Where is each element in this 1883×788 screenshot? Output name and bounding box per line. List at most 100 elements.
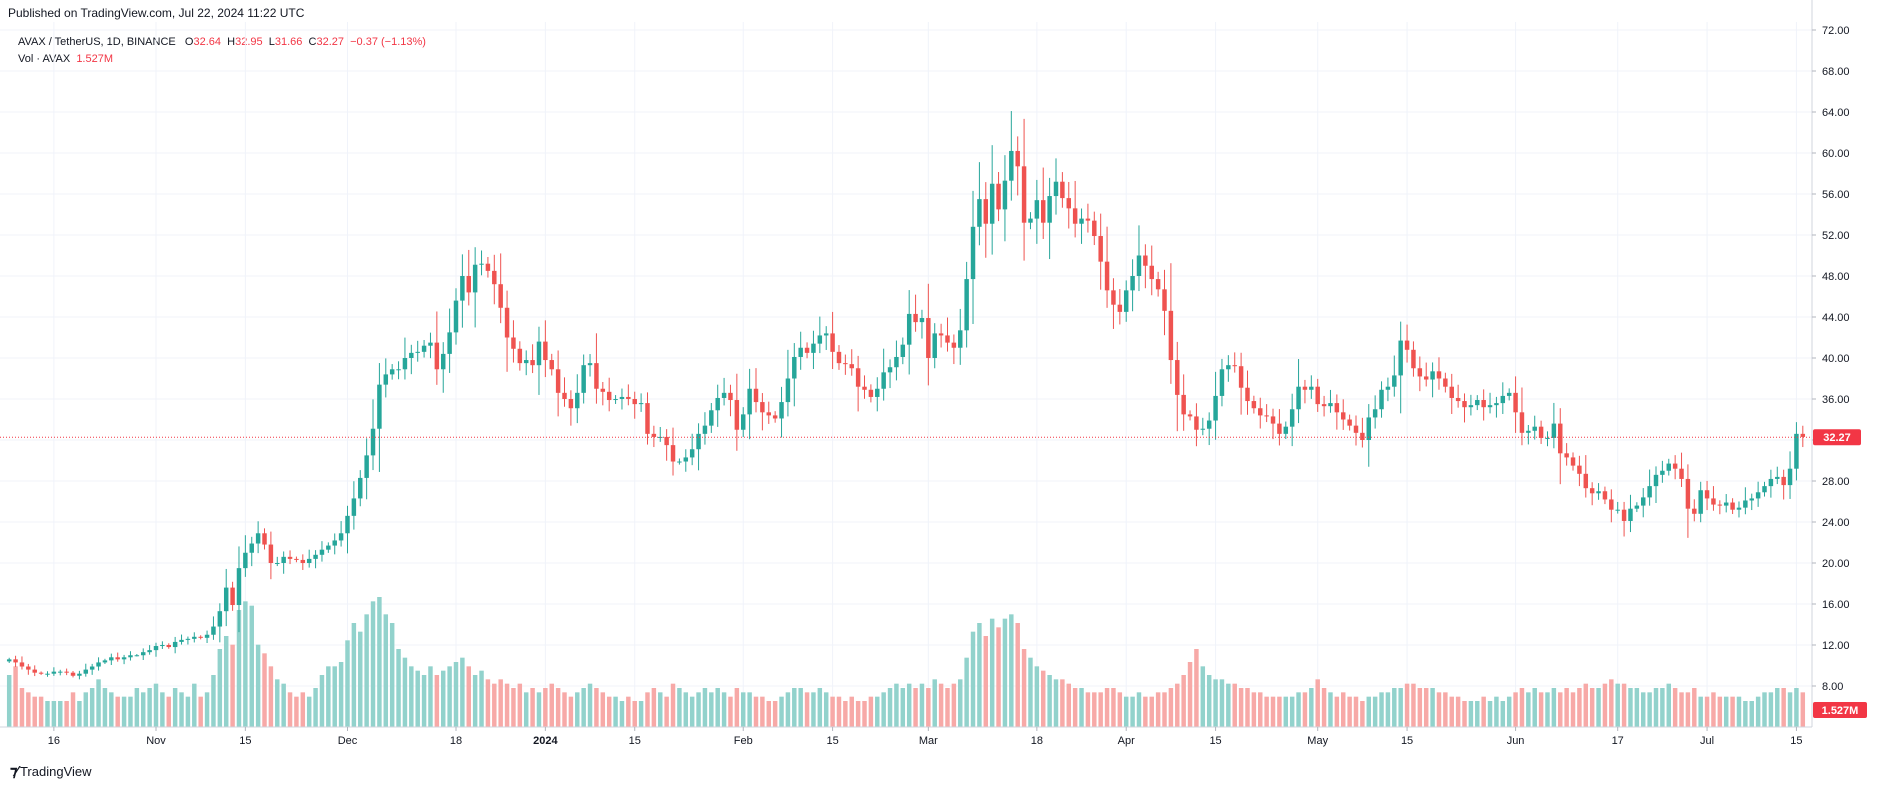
volume-bar [64, 701, 69, 727]
candle [792, 343, 797, 407]
volume-bar [1309, 688, 1314, 727]
candle [887, 359, 893, 389]
volume-bar [823, 692, 829, 727]
volume-bar [1347, 696, 1352, 727]
candle [351, 481, 357, 530]
candle [121, 654, 127, 665]
candle [555, 350, 561, 417]
candle [141, 648, 146, 660]
volume-bar [696, 692, 701, 727]
candle [619, 388, 625, 410]
time-tick-label: 15 [629, 735, 641, 747]
candle [326, 542, 331, 553]
footer-brand: TradingView [19, 763, 92, 779]
volume-bar [58, 701, 63, 727]
candle [1309, 375, 1314, 399]
volume-bar [1315, 679, 1320, 727]
candle [377, 363, 382, 472]
candle [1698, 481, 1703, 523]
volume-bar [766, 701, 771, 727]
candle [1762, 481, 1767, 497]
price-chart[interactable]: 72.00 68.00 64.00 60.00 56.00 52.00 48.00 44.00… [0, 0, 1883, 755]
price-tick-label: 8.00 [1822, 681, 1843, 693]
price-tick-label: 44.00 [1822, 312, 1850, 324]
volume-bar [1366, 696, 1371, 727]
candle [875, 377, 880, 412]
candle [1800, 425, 1806, 448]
price-tick-label: 12.00 [1822, 640, 1850, 652]
volume-bar [887, 688, 893, 727]
candle [1392, 355, 1397, 397]
volume-bar [1577, 688, 1582, 727]
volume-bar [1149, 696, 1154, 727]
volume-bar [377, 597, 382, 727]
candle [1238, 352, 1244, 415]
volume-bar [345, 640, 350, 727]
volume-bar [683, 692, 689, 727]
volume-bar [1264, 696, 1269, 727]
candle [1455, 384, 1461, 408]
volume-bar [1628, 688, 1633, 727]
price-tick-label: 16.00 [1822, 599, 1850, 611]
candle [543, 320, 548, 378]
candle [836, 345, 842, 370]
volume-bar [1436, 692, 1442, 727]
candle [1628, 494, 1633, 533]
candle [1494, 396, 1499, 418]
volume-bar [747, 692, 752, 727]
volume-bar [970, 631, 976, 727]
time-tick-label: 16 [48, 735, 60, 747]
volume-bar [1487, 701, 1493, 727]
candle [1372, 395, 1378, 429]
candle [868, 384, 874, 403]
candle [1500, 382, 1506, 414]
volume-bar [1392, 688, 1397, 727]
candle [1366, 404, 1371, 467]
candle [747, 368, 752, 440]
candle [989, 145, 995, 255]
candle [83, 663, 89, 677]
candle [1277, 409, 1282, 446]
open-value: 32.64 [193, 36, 221, 48]
price-tick-label: 20.00 [1822, 558, 1850, 570]
volume-bar [1781, 688, 1786, 727]
volume-bar [1449, 696, 1454, 727]
volume-bar [1641, 692, 1646, 727]
volume-bar [460, 657, 465, 727]
volume-bar [421, 675, 427, 727]
candle [1021, 118, 1027, 261]
candle [1206, 412, 1212, 446]
candle [275, 556, 280, 567]
candle [1717, 500, 1723, 515]
candle [855, 355, 861, 412]
candle [1749, 493, 1754, 511]
volume-bar [1353, 696, 1359, 727]
candle [396, 361, 401, 380]
time-axis[interactable]: 16 Nov 15 Dec 18 2024 15 Feb 15 Mar 18 Apr 15 May 15 Ju… [0, 726, 1883, 747]
candle [536, 326, 542, 395]
volume-bar [709, 692, 714, 727]
volume-bar [147, 688, 152, 727]
volume-bar [1111, 688, 1116, 727]
volume-bar [606, 696, 612, 727]
candle [1589, 482, 1595, 506]
volume-bar [760, 696, 765, 727]
volume-bar [13, 666, 18, 727]
volume-bar [951, 683, 957, 727]
volume-bar [1602, 683, 1608, 727]
volume-bar [1041, 670, 1046, 727]
volume-bar [619, 701, 625, 727]
price-axis[interactable]: 72.00 68.00 64.00 60.00 56.00 52.00 48.00 44.00… [1811, 0, 1850, 727]
open-key: O [184, 36, 194, 48]
tradingview-footer[interactable]: ⁊⁄ TradingView [10, 762, 92, 780]
volume-legend-row: Vol · AVAX 1.527M [18, 51, 426, 68]
candle [89, 663, 95, 675]
candle [1423, 362, 1429, 387]
candle [1034, 179, 1040, 244]
candle [32, 665, 37, 677]
time-tick-label: 15 [1209, 735, 1221, 747]
volume-bar [1475, 701, 1480, 727]
candle [1781, 469, 1786, 500]
volume-bar [830, 696, 835, 727]
volume-bar [313, 688, 318, 727]
